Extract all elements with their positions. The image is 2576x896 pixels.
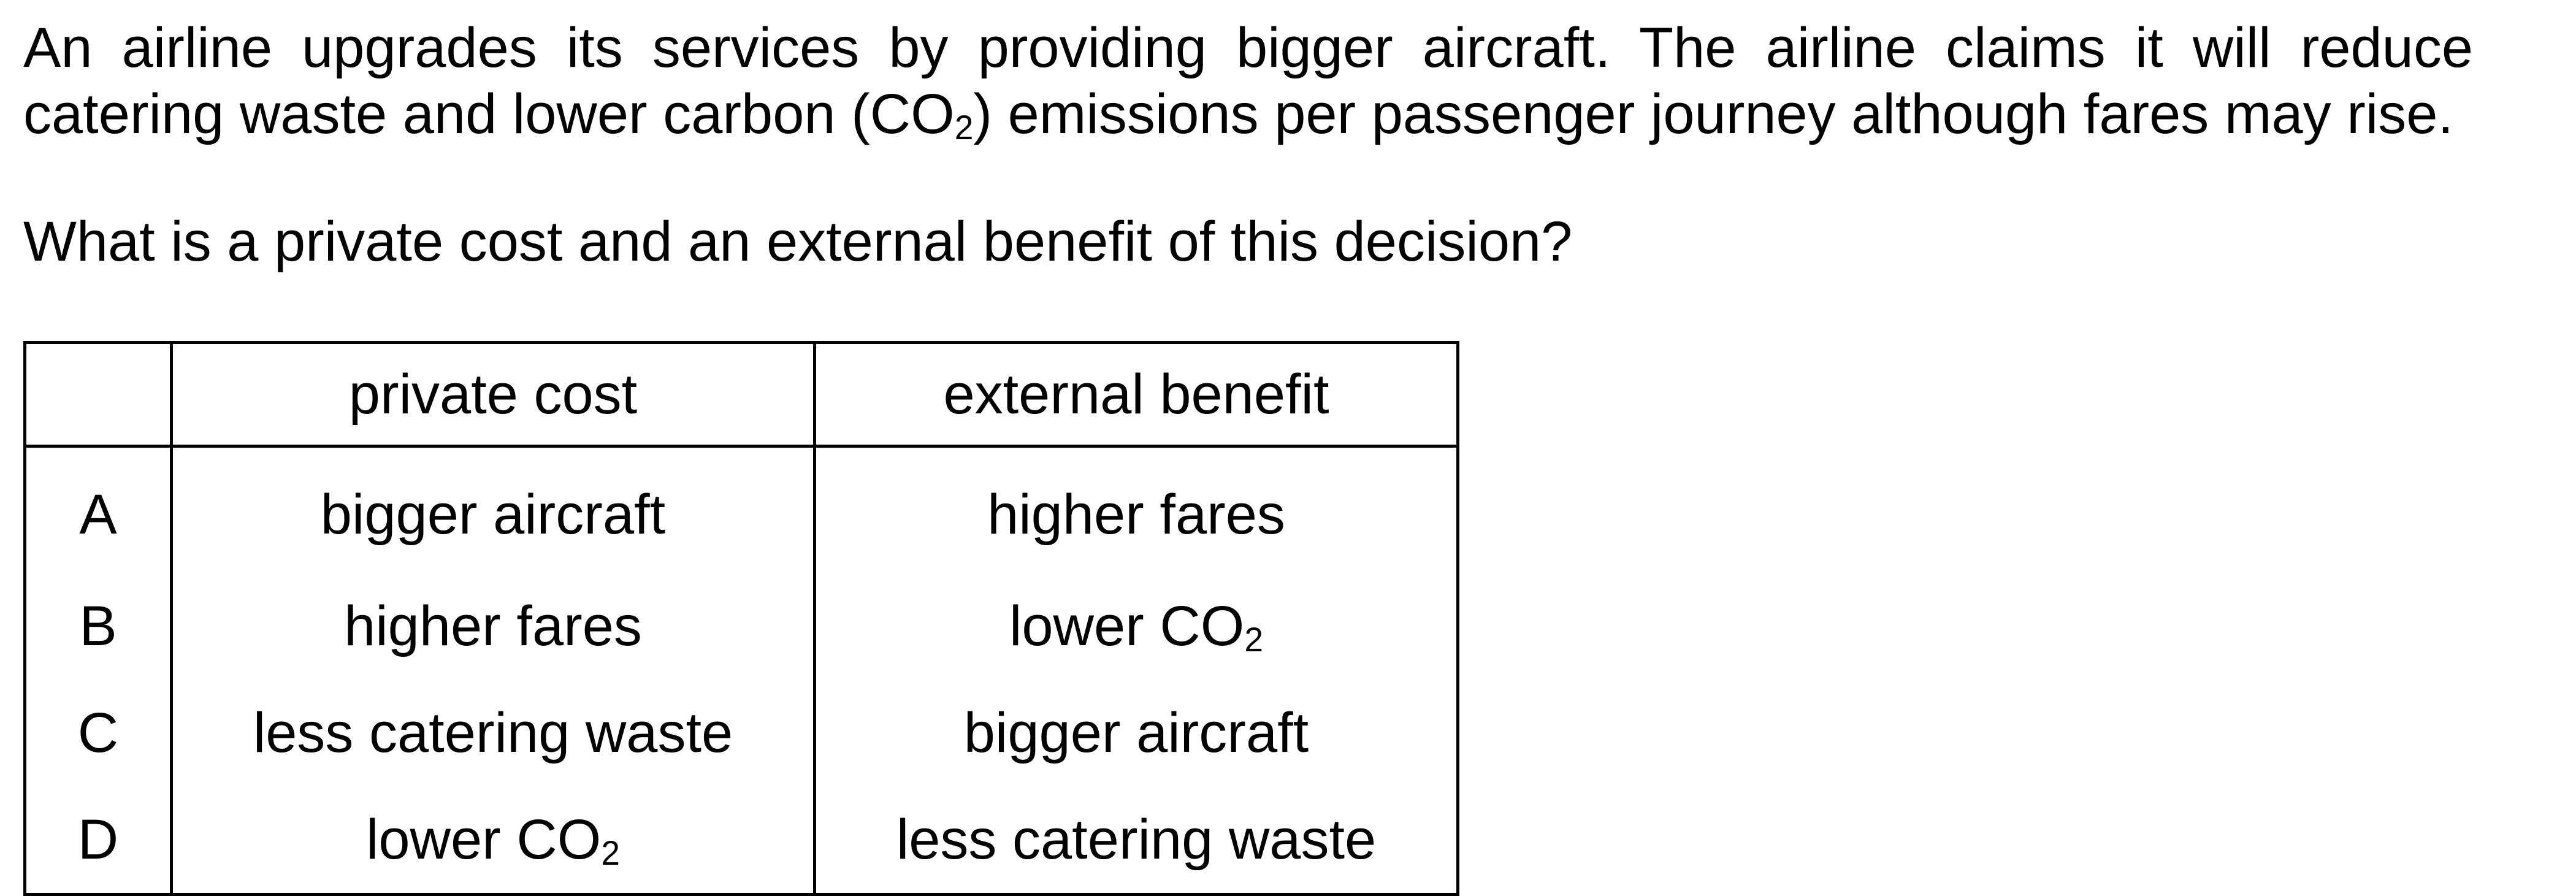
option-external-benefit: less catering waste [813, 786, 1459, 896]
co2-subscript: 2 [1244, 620, 1264, 659]
option-external-benefit: bigger aircraft [813, 680, 1459, 786]
question-prompt: What is a private cost and an external b… [23, 210, 1573, 273]
option-letter: C [23, 680, 173, 786]
co2-subscript: 2 [954, 108, 974, 147]
option-private-cost: bigger aircraft [170, 446, 816, 573]
question-stem: An airline upgrades its services by prov… [23, 15, 2476, 147]
stem-line-2: catering waste and lower carbon (CO2) em… [23, 81, 2476, 147]
header-external-benefit: external benefit [813, 341, 1459, 448]
header-letter [23, 341, 173, 448]
option-row-c[interactable]: C less catering waste bigger aircraft [23, 680, 1459, 786]
answer-options-table: private cost external benefit A bigger a… [23, 341, 1459, 896]
option-letter: D [23, 786, 173, 896]
option-private-cost: lower CO2 [170, 786, 816, 896]
option-letter: A [23, 446, 173, 573]
stem-line-2-end: ) emissions per passenger journey althou… [973, 83, 2454, 145]
option-row-b[interactable]: B higher fares lower CO2 [23, 573, 1459, 680]
option-external-benefit: lower CO2 [813, 573, 1459, 680]
option-private-cost: less catering waste [170, 680, 816, 786]
header-private-cost: private cost [170, 341, 816, 448]
option-private-cost-text: lower CO [365, 808, 602, 871]
option-private-cost: higher fares [170, 573, 816, 680]
option-row-a[interactable]: A bigger aircraft higher fares [23, 446, 1459, 573]
co2-subscript: 2 [601, 833, 621, 872]
option-row-d[interactable]: D lower CO2 less catering waste [23, 786, 1459, 896]
stem-line-2-start: catering waste and lower carbon (CO [23, 83, 955, 145]
option-external-benefit: higher fares [813, 446, 1459, 573]
option-external-benefit-text: lower CO [1009, 594, 1245, 657]
table-header-row: private cost external benefit [23, 341, 1459, 448]
stem-line-1: An airline upgrades its services by prov… [23, 17, 2473, 79]
option-letter: B [23, 573, 173, 680]
